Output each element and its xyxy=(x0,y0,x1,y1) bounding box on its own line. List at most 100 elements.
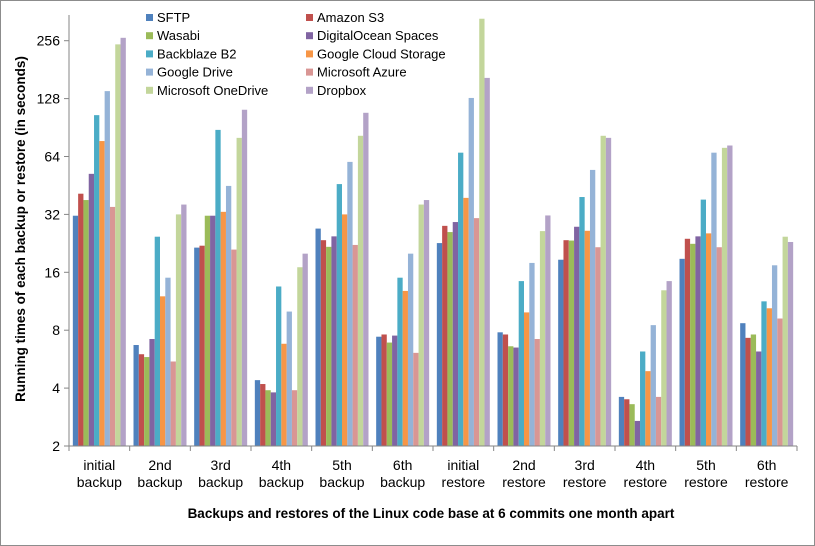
x-tick-label: 4th xyxy=(272,457,291,473)
bar-backblaze-b2 xyxy=(579,197,585,446)
x-tick-label: initial xyxy=(447,457,479,473)
bar-microsoft-onedrive xyxy=(115,44,121,447)
bar-amazon-s3 xyxy=(624,399,630,446)
bar-microsoft-azure xyxy=(595,247,601,446)
bar-sftp xyxy=(133,345,139,446)
x-tick-label: backup xyxy=(77,474,122,490)
legend-label: Backblaze B2 xyxy=(157,46,237,61)
bar-dropbox xyxy=(666,281,672,446)
x-tick-label: restore xyxy=(684,474,728,490)
bar-microsoft-azure xyxy=(170,361,176,446)
bar-sftp xyxy=(679,258,685,446)
legend-swatch xyxy=(146,86,153,94)
bar-backblaze-b2 xyxy=(640,351,646,446)
x-tick-label: restore xyxy=(624,474,668,490)
legend-label: Google Cloud Storage xyxy=(317,46,446,61)
legend-swatch xyxy=(306,32,313,40)
bar-microsoft-azure xyxy=(231,249,237,446)
bar-digitalocean-spaces xyxy=(331,236,337,446)
y-tick-label: 256 xyxy=(37,33,61,49)
bar-dropbox xyxy=(302,253,308,446)
x-tick-label: backup xyxy=(137,474,182,490)
x-tick-label: 2nd xyxy=(148,457,171,473)
bar-google-cloud-storage xyxy=(584,230,590,446)
bar-digitalocean-spaces xyxy=(756,351,762,446)
bar-amazon-s3 xyxy=(260,384,266,446)
bar-google-drive xyxy=(225,185,232,447)
bar-wasabi xyxy=(144,357,150,446)
bar-dropbox xyxy=(181,204,187,446)
bar-dropbox xyxy=(545,215,551,446)
bar-dropbox xyxy=(120,37,126,446)
bar-backblaze-b2 xyxy=(397,277,403,446)
bar-sftp xyxy=(618,396,625,446)
x-tick-label: 6th xyxy=(393,457,412,473)
bar-sftp xyxy=(254,380,261,446)
x-tick-label: 5th xyxy=(332,457,351,473)
bar-microsoft-onedrive xyxy=(600,135,606,447)
bar-backblaze-b2 xyxy=(761,301,767,446)
bar-wasabi xyxy=(326,246,332,446)
bar-wasabi xyxy=(265,390,271,446)
bar-sftp xyxy=(740,323,746,446)
y-tick-label: 2 xyxy=(52,438,60,454)
bar-wasabi xyxy=(447,232,453,446)
bar-digitalocean-spaces xyxy=(88,173,95,446)
bar-wasabi xyxy=(750,334,757,446)
y-ticks: 2 4 8 16 32 64 128 256 xyxy=(37,33,69,454)
bar-backblaze-b2 xyxy=(518,281,524,446)
bar-google-drive xyxy=(165,277,171,446)
bar-google-cloud-storage xyxy=(220,211,226,446)
bar-microsoft-azure xyxy=(413,352,419,446)
legend-label: Wasabi xyxy=(157,28,200,43)
y-tick-label: 4 xyxy=(52,380,60,396)
bar-amazon-s3 xyxy=(138,354,145,446)
bar-amazon-s3 xyxy=(563,240,569,446)
legend-label: Amazon S3 xyxy=(317,10,384,25)
bar-amazon-s3 xyxy=(199,245,205,446)
bar-google-drive xyxy=(468,97,474,446)
bar-sftp xyxy=(376,336,382,446)
x-tick-label: backup xyxy=(259,474,304,490)
bars-layer xyxy=(72,18,794,447)
bar-wasabi xyxy=(629,404,635,446)
bar-dropbox xyxy=(727,145,733,446)
legend-swatch xyxy=(146,50,153,58)
x-tick-label: restore xyxy=(563,474,607,490)
bar-google-drive xyxy=(650,325,656,446)
legend-swatch xyxy=(306,14,313,21)
x-tick-label: 4th xyxy=(636,457,655,473)
bar-google-cloud-storage xyxy=(645,371,651,446)
x-axis-label: Backups and restores of the Linux code b… xyxy=(188,506,675,521)
legend: SFTP Amazon S3 Wasabi DigitalOcean Spaces Ba… xyxy=(146,10,446,98)
x-tick-label: 3rd xyxy=(211,457,231,473)
bar-digitalocean-spaces xyxy=(513,347,519,446)
bar-sftp xyxy=(558,259,564,446)
bar-backblaze-b2 xyxy=(94,115,100,446)
legend-swatch xyxy=(146,68,153,76)
bar-google-drive xyxy=(407,253,414,446)
bar-google-drive xyxy=(286,311,292,446)
bar-microsoft-azure xyxy=(777,318,783,446)
bar-wasabi xyxy=(386,342,393,446)
legend-label: DigitalOcean Spaces xyxy=(317,28,439,43)
bar-amazon-s3 xyxy=(502,334,509,446)
legend-label: Google Drive xyxy=(157,65,233,80)
bar-amazon-s3 xyxy=(745,337,751,446)
bar-sftp xyxy=(436,243,443,446)
legend-label: Microsoft Azure xyxy=(317,65,407,80)
bar-wasabi xyxy=(204,215,211,446)
x-tick-label: 2nd xyxy=(512,457,535,473)
x-tick-label: restore xyxy=(502,474,546,490)
bar-backblaze-b2 xyxy=(458,152,464,446)
bar-microsoft-onedrive xyxy=(236,137,242,447)
bar-microsoft-onedrive xyxy=(721,147,728,446)
bar-wasabi xyxy=(568,240,575,446)
bar-microsoft-azure xyxy=(352,244,358,446)
bar-google-drive xyxy=(771,265,778,446)
bar-digitalocean-spaces xyxy=(149,339,155,446)
bar-amazon-s3 xyxy=(684,238,691,446)
bar-sftp xyxy=(315,228,321,446)
